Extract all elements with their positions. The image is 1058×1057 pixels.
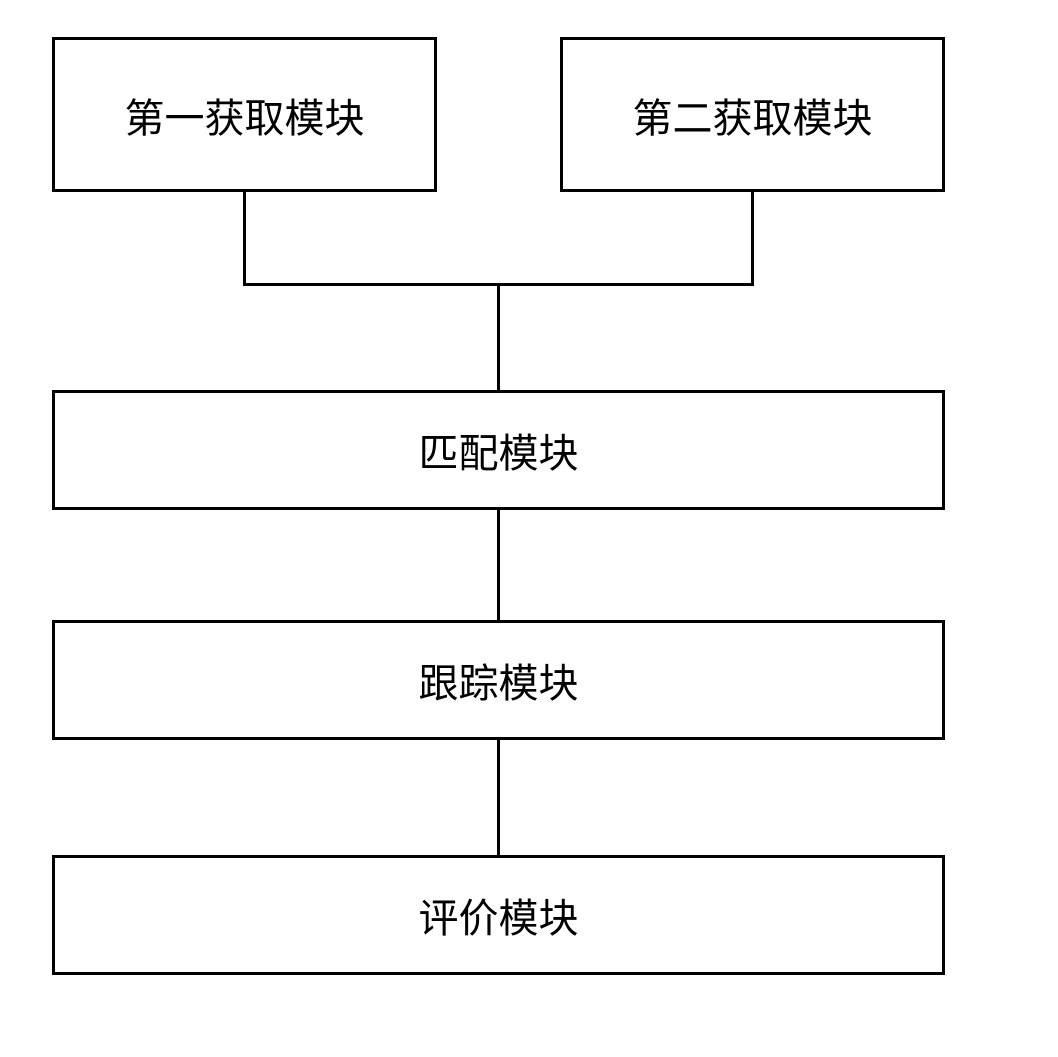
node-tracking-module: 跟踪模块 [52, 620, 945, 740]
edge-merge-to-node3 [497, 283, 500, 390]
edge-node4-to-node5 [497, 740, 500, 855]
node-evaluation-module: 评价模块 [52, 855, 945, 975]
node-label: 第二获取模块 [633, 86, 873, 144]
node-label: 跟踪模块 [419, 651, 579, 709]
node-label: 评价模块 [419, 886, 579, 944]
edge-node2-down [751, 192, 754, 285]
node-second-acquisition-module: 第二获取模块 [560, 37, 945, 192]
edge-node1-down [243, 192, 246, 285]
node-label: 匹配模块 [419, 421, 579, 479]
node-label: 第一获取模块 [125, 86, 365, 144]
node-first-acquisition-module: 第一获取模块 [52, 37, 437, 192]
node-matching-module: 匹配模块 [52, 390, 945, 510]
edge-node3-to-node4 [497, 510, 500, 620]
